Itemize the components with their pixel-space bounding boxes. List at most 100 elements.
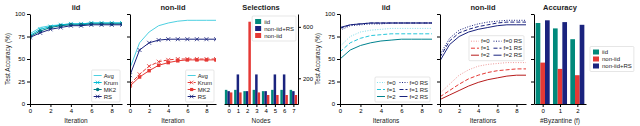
tick: 6 xyxy=(283,104,287,114)
panel: 024680255075100iidIterationsTest Accurac… xyxy=(314,3,433,124)
legend-swatch xyxy=(377,89,385,90)
tick-label: 100 xyxy=(325,11,336,17)
marker xyxy=(214,58,216,61)
legend-item: iid xyxy=(593,49,608,55)
bar xyxy=(225,90,227,104)
legend-item: f=0 xyxy=(377,80,396,86)
tick-mark xyxy=(206,104,207,107)
legend-item: Avg xyxy=(94,73,114,79)
marker xyxy=(176,59,179,62)
x-axis: 01234567 xyxy=(225,104,299,114)
marker xyxy=(89,23,93,27)
tick-mark xyxy=(478,104,479,107)
marker xyxy=(138,75,141,78)
marker xyxy=(38,31,42,35)
bar-series xyxy=(225,90,292,104)
tick-label: 4 xyxy=(264,108,268,114)
tick: 200 xyxy=(298,76,314,82)
marker xyxy=(186,58,189,61)
legend-item: MK2 xyxy=(94,87,117,93)
tick-mark xyxy=(238,104,239,107)
chart-container: 024680255075100iidIterationTest Accuracy… xyxy=(0,0,640,126)
tick xyxy=(437,59,440,60)
tick-mark xyxy=(168,104,169,107)
legend-swatch xyxy=(593,50,599,55)
bar xyxy=(558,69,563,104)
tick xyxy=(127,82,130,83)
legend-swatch xyxy=(593,57,599,62)
tick: 8 xyxy=(421,104,425,114)
bar xyxy=(267,95,269,104)
bar xyxy=(258,92,260,104)
line xyxy=(340,39,432,59)
legend-swatch xyxy=(471,48,479,49)
tick-mark xyxy=(298,78,301,79)
legend-swatch xyxy=(399,82,407,83)
tick-label: 3 xyxy=(255,108,259,114)
tick-label: 2 xyxy=(49,108,53,114)
marker xyxy=(100,23,104,27)
tick-label: 1 xyxy=(237,108,241,114)
bar xyxy=(253,90,255,104)
line xyxy=(340,28,432,46)
marks xyxy=(536,20,585,104)
legend-swatch xyxy=(255,19,261,24)
legend-label: f=0 RS xyxy=(409,80,428,86)
marker xyxy=(79,24,83,28)
legend-label: non-iid+RS xyxy=(602,63,632,69)
legend-label: f=2 RS xyxy=(409,94,428,100)
bar xyxy=(536,23,541,104)
tick: 1 xyxy=(559,104,563,114)
x-axis: 012 xyxy=(535,104,587,114)
tick xyxy=(531,59,534,60)
tick: 2 xyxy=(576,104,580,114)
marker xyxy=(195,57,199,61)
tick-label: 1 xyxy=(559,108,563,114)
x-axis: 02468 xyxy=(129,104,217,114)
tick-label: 0 xyxy=(439,108,443,114)
tick-label: 75 xyxy=(328,34,335,40)
tick-label: 0 xyxy=(332,101,336,107)
legend-label: f=1 xyxy=(387,87,396,93)
tick-mark xyxy=(187,104,188,107)
legend-item: RS xyxy=(188,94,206,100)
line xyxy=(340,34,432,52)
title: iid xyxy=(382,3,391,12)
legend-label: f=0 xyxy=(481,38,490,44)
marker xyxy=(138,48,142,52)
legend-marker xyxy=(190,88,193,91)
tick-label: 6 xyxy=(283,108,287,114)
tick-label: 50 xyxy=(18,56,25,62)
x-axis: 02468 xyxy=(29,104,123,114)
x-axis: 02468 xyxy=(339,104,433,114)
tick-label: 7 xyxy=(292,108,296,114)
legend-item: f=1 xyxy=(471,45,490,51)
legend-marker xyxy=(190,81,194,85)
legend-swatch xyxy=(94,75,102,76)
tick-label: 0 xyxy=(129,108,133,114)
tick-label: 4 xyxy=(380,108,384,114)
figure: 024680255075100iidIterationTest Accuracy… xyxy=(0,0,640,126)
legend-label: f=2 xyxy=(481,52,490,58)
tick: 75 xyxy=(18,34,30,40)
legend-item: f=2 RS xyxy=(399,94,428,100)
marker xyxy=(204,57,208,61)
tick-mark xyxy=(560,104,561,107)
tick-mark xyxy=(127,37,130,38)
line xyxy=(130,60,216,86)
legend-box xyxy=(92,70,120,102)
bar xyxy=(274,74,276,104)
tick: 1 xyxy=(237,104,241,114)
line xyxy=(340,23,432,28)
tick-mark xyxy=(229,104,230,107)
tick: 100 xyxy=(15,11,30,17)
tick-mark xyxy=(112,104,113,107)
marker xyxy=(147,64,151,68)
legend-label: iid xyxy=(602,49,608,55)
line xyxy=(340,23,432,28)
tick-label: 6 xyxy=(400,108,404,114)
tick xyxy=(437,37,440,38)
tick xyxy=(531,82,534,83)
tick-mark xyxy=(337,37,340,38)
tick: 0 xyxy=(332,101,340,107)
